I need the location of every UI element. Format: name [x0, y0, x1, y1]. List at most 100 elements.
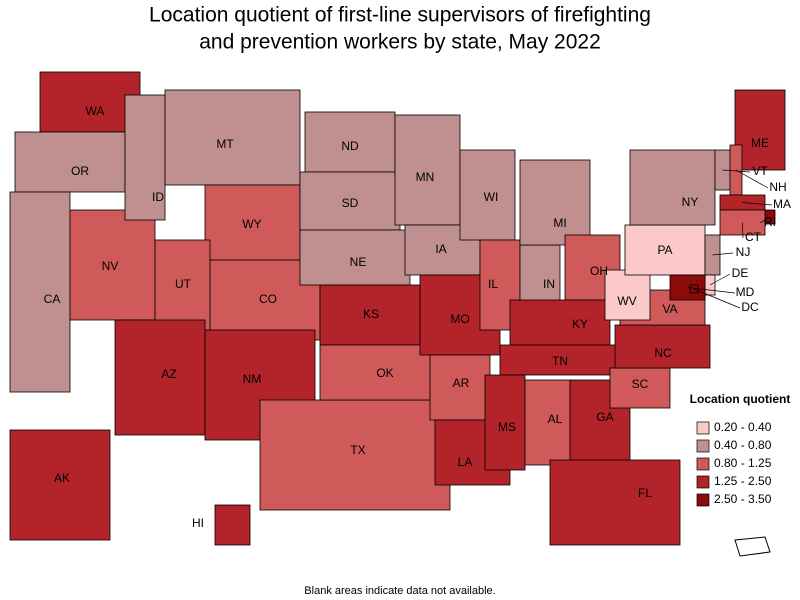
- state-label: ID: [152, 190, 164, 204]
- leader-line: [709, 273, 731, 286]
- state-label: SD: [342, 196, 359, 210]
- state: [69, 209, 156, 321]
- leader-line: [687, 287, 736, 294]
- leader-line: [742, 202, 773, 206]
- state: [164, 89, 301, 186]
- legend-label: 2.50 - 3.50: [714, 492, 772, 506]
- state-label: KS: [363, 307, 379, 321]
- state: [604, 269, 651, 321]
- state-label: NM: [243, 372, 262, 386]
- state-label: PA: [657, 243, 672, 257]
- state-label: NE: [350, 255, 367, 269]
- state: [459, 149, 516, 241]
- state: [14, 131, 126, 193]
- legend: 0.20 - 0.40 0.40 - 0.80 0.80 - 1.25 1.25 - …: [696, 420, 772, 507]
- legend-swatch: [696, 421, 710, 435]
- state-label: WY: [242, 217, 261, 231]
- leader-line: [735, 169, 769, 189]
- state-label: NV: [102, 259, 119, 273]
- state-label: WI: [484, 190, 499, 204]
- state: [734, 89, 786, 171]
- state: [114, 319, 206, 436]
- state-label: MO: [450, 312, 469, 326]
- state: [39, 71, 141, 133]
- state-label: NY: [682, 195, 699, 209]
- state: [509, 299, 611, 346]
- state: [299, 171, 401, 231]
- state-label: CO: [259, 292, 277, 306]
- state-label: VA: [662, 302, 677, 316]
- state-label: MA: [773, 197, 791, 211]
- state-label: OK: [376, 366, 393, 380]
- state-label: CA: [44, 292, 61, 306]
- puerto-rico: [734, 536, 771, 557]
- title-line: Location quotient of first-line supervis…: [149, 4, 651, 27]
- leader-line: [722, 169, 751, 173]
- state: [609, 367, 671, 409]
- state: [629, 149, 716, 226]
- state: [614, 324, 711, 369]
- state-label: MN: [416, 170, 435, 184]
- legend-label: 0.80 - 1.25: [714, 456, 772, 470]
- state-label: VT: [752, 164, 768, 178]
- legend-swatch: [696, 475, 710, 489]
- state-label: OR: [71, 164, 89, 178]
- state-label: ND: [341, 139, 359, 153]
- state-label: CT: [745, 230, 762, 244]
- state-label: OH: [590, 264, 608, 278]
- state-label: IA: [435, 242, 446, 256]
- state: [214, 504, 251, 546]
- legend-swatch: [696, 439, 710, 453]
- state-label: UT: [175, 277, 192, 291]
- state-label: TN: [552, 354, 568, 368]
- legend-swatch: [696, 457, 710, 471]
- state-label: AR: [453, 376, 470, 390]
- legend-swatch: [696, 493, 710, 507]
- state-label: TX: [350, 443, 365, 457]
- legend-label: 0.40 - 0.80: [714, 438, 772, 452]
- state-label: AL: [548, 412, 563, 426]
- state-label: HI: [192, 516, 204, 530]
- state: [394, 114, 461, 226]
- state: [669, 274, 706, 301]
- state-label: GA: [596, 410, 613, 424]
- legend-label: 1.25 - 2.50: [714, 474, 772, 488]
- state-label: IL: [488, 277, 498, 291]
- state: [319, 284, 421, 346]
- state: [549, 459, 681, 546]
- state-label: MI: [553, 216, 566, 230]
- state-label: WA: [86, 104, 105, 118]
- footnote: Blank areas indicate data not available.: [304, 585, 495, 597]
- state: [124, 94, 166, 221]
- state-label: WV: [617, 294, 636, 308]
- leader-line: [712, 252, 734, 256]
- state-label: AZ: [161, 367, 176, 381]
- state-label: AK: [54, 471, 70, 485]
- state: [204, 184, 301, 261]
- state-label: KY: [572, 317, 588, 331]
- state-label: RI: [764, 215, 776, 229]
- state: [319, 344, 431, 401]
- state: [9, 191, 71, 393]
- state-label: NJ: [736, 245, 751, 259]
- state-label: NC: [654, 346, 672, 360]
- state-label: MT: [216, 137, 234, 151]
- title-line: and prevention workers by state, May 202…: [199, 31, 601, 54]
- states: WA OR CA NV ID MT WY UT CO AZ NM ND SD NE KS TX OK MN IA MO…: [9, 71, 791, 546]
- state-label: LA: [458, 455, 473, 469]
- state: [524, 379, 571, 466]
- state-label: DE: [732, 266, 749, 280]
- state: [154, 239, 211, 331]
- state-label: NH: [769, 180, 786, 194]
- state: [259, 399, 451, 511]
- state-label: FL: [638, 486, 652, 500]
- leader-line: [693, 288, 741, 309]
- state-label: ME: [751, 136, 769, 150]
- leader-line: [742, 222, 744, 239]
- legend-label: 0.20 - 0.40: [714, 420, 772, 434]
- legend-title: Location quotient: [690, 392, 791, 406]
- state: [499, 344, 621, 376]
- state: [9, 429, 111, 541]
- leader-line: [759, 216, 771, 224]
